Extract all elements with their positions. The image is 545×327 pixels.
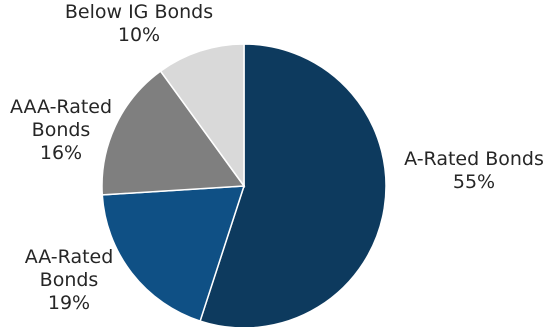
pie-slice-below-ig-bonds <box>159 43 245 189</box>
pie-labels: A-Rated Bonds55%AA-RatedBonds19%AAA-Rate… <box>10 1 544 314</box>
slice-value-label: 10% <box>118 24 160 46</box>
pie-slice-a-rated-bonds <box>199 43 387 327</box>
pie-slices <box>101 43 387 327</box>
slice-value-label: 55% <box>453 171 495 193</box>
slice-category-label: A-Rated Bonds <box>404 148 544 170</box>
slice-category-label: AAA-Rated <box>10 96 112 118</box>
slice-category-label: Below IG Bonds <box>65 1 213 23</box>
slice-value-label: 19% <box>48 292 90 314</box>
slice-category-label: Bonds <box>32 119 91 141</box>
slice-category-label: AA-Rated <box>25 246 114 268</box>
slice-category-label: Bonds <box>40 269 99 291</box>
pie-slice-aaa-rated-bonds <box>101 70 246 196</box>
pie-slice-aa-rated-bonds <box>101 185 246 322</box>
slice-value-label: 16% <box>40 142 82 164</box>
